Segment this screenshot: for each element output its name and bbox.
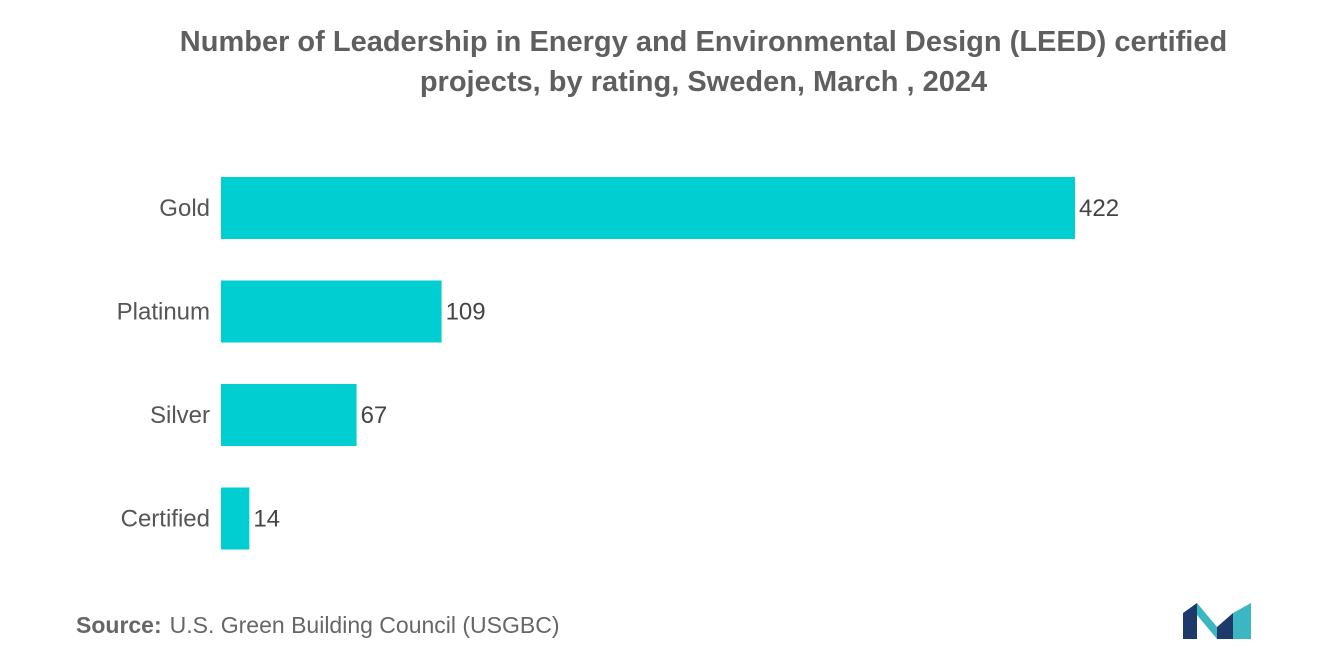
chart-title-line-2: projects, by rating, Sweden, March , 202… bbox=[419, 66, 988, 98]
source-note: Source: U.S. Green Building Council (USGB… bbox=[76, 612, 560, 639]
value-label-silver: 67 bbox=[361, 402, 388, 429]
bar-chart: Gold 422 Platinum 109 Silver 67 Certified 14 bbox=[117, 177, 1119, 550]
value-label-platinum: 109 bbox=[446, 299, 486, 326]
bar-silver bbox=[221, 384, 357, 446]
logo-shape-mid-right bbox=[1217, 613, 1233, 639]
source-label: Source: bbox=[76, 612, 162, 638]
logo-mark bbox=[1183, 603, 1251, 639]
category-label-certified: Certified bbox=[121, 506, 210, 533]
mordor-intelligence-logo-icon bbox=[1183, 603, 1251, 644]
chart-title: Number of Leadership in Energy and Envir… bbox=[60, 22, 1320, 102]
bar-gold bbox=[221, 177, 1075, 239]
logo-shape-right bbox=[1233, 603, 1251, 639]
bar-certified bbox=[221, 487, 250, 550]
logo-shape-left bbox=[1183, 603, 1197, 639]
category-label-platinum: Platinum bbox=[117, 299, 210, 326]
chart-title-line-1: Number of Leadership in Energy and Envir… bbox=[179, 26, 1228, 58]
value-label-gold: 422 bbox=[1079, 195, 1119, 222]
source-text: U.S. Green Building Council (USGBC) bbox=[169, 612, 560, 638]
logo-shape-mid-left bbox=[1197, 603, 1217, 639]
category-label-gold: Gold bbox=[159, 195, 210, 222]
bar-platinum bbox=[221, 280, 442, 343]
value-label-certified: 14 bbox=[253, 506, 280, 533]
category-label-silver: Silver bbox=[150, 402, 210, 429]
